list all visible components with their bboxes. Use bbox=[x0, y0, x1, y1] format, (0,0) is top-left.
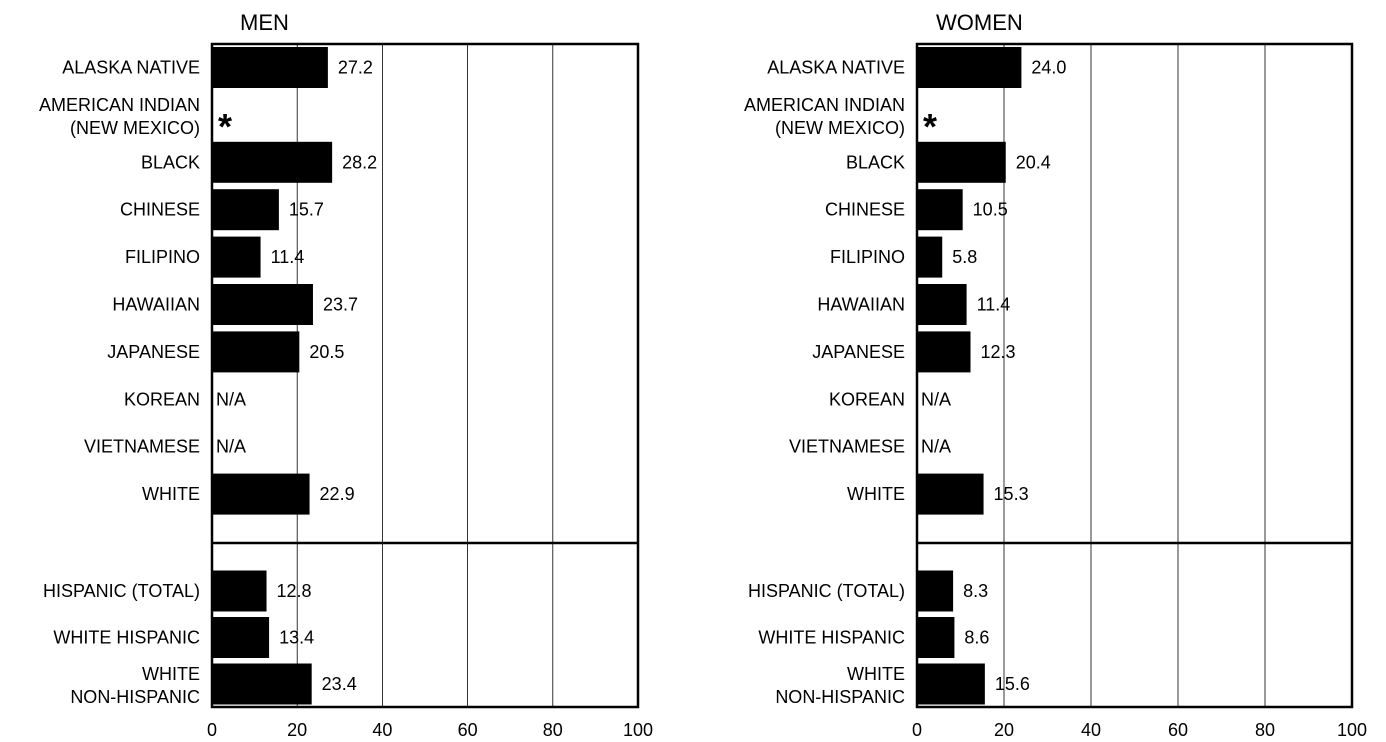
men-category-label: BLACK bbox=[141, 152, 200, 172]
men-bar bbox=[212, 617, 270, 658]
women-category-label: ALASKA NATIVE bbox=[767, 58, 905, 78]
women-bar bbox=[917, 47, 1022, 88]
men-bar bbox=[212, 663, 312, 705]
men-x-tick-label: 100 bbox=[623, 720, 653, 740]
women-category-label: VIETNAMESE bbox=[789, 437, 905, 457]
women-category-label: HISPANIC (TOTAL) bbox=[748, 581, 905, 601]
women-na-label: N/A bbox=[921, 389, 951, 409]
men-bar-value-label: 27.2 bbox=[338, 58, 373, 78]
men-category-label: CHINESE bbox=[120, 200, 200, 220]
women-category-label: (NEW MEXICO) bbox=[775, 118, 905, 138]
women-category-label: WHITE HISPANIC bbox=[758, 628, 905, 648]
women-bar-value-label: 20.4 bbox=[1016, 152, 1051, 172]
women-bar bbox=[917, 284, 967, 325]
women-category-label: BLACK bbox=[846, 152, 905, 172]
women-bar bbox=[917, 570, 954, 612]
women-bar bbox=[917, 331, 971, 373]
men-bar-value-label: 11.4 bbox=[271, 247, 305, 267]
men-plot-frame bbox=[210, 42, 640, 709]
men-bar-value-label: 23.7 bbox=[323, 295, 358, 315]
women-category-label: FILIPINO bbox=[830, 247, 905, 267]
women-bar-value-label: 15.6 bbox=[995, 674, 1030, 694]
men-bar-value-label: 12.8 bbox=[277, 581, 312, 601]
men-category-label: FILIPINO bbox=[125, 247, 200, 267]
men-x-tick-label: 40 bbox=[372, 720, 392, 740]
men-panel-title: MEN bbox=[240, 10, 289, 35]
women-bar-value-label: 12.3 bbox=[981, 342, 1016, 362]
men-category-label: WHITE bbox=[142, 664, 200, 684]
men-category-label: HAWAIIAN bbox=[112, 295, 200, 315]
men-bar-value-label: 22.9 bbox=[320, 484, 355, 504]
women-x-tick-label: 20 bbox=[994, 720, 1014, 740]
men-category-label: ALASKA NATIVE bbox=[62, 58, 200, 78]
women-asterisk-marker: * bbox=[923, 106, 937, 147]
men-bar bbox=[212, 284, 313, 325]
men-asterisk-marker: * bbox=[218, 106, 232, 147]
women-bar-value-label: 8.6 bbox=[964, 628, 989, 648]
women-bar bbox=[917, 473, 984, 515]
women-x-tick-label: 100 bbox=[1337, 720, 1367, 740]
men-x-tick-label: 80 bbox=[543, 720, 563, 740]
men-bar bbox=[212, 473, 310, 515]
women-x-tick-label: 0 bbox=[912, 720, 922, 740]
men-x-tick-label: 20 bbox=[287, 720, 307, 740]
women-bar-value-label: 11.4 bbox=[977, 295, 1011, 315]
men-bar bbox=[212, 189, 279, 231]
men-bar bbox=[212, 236, 261, 278]
men-x-tick-label: 60 bbox=[458, 720, 478, 740]
men-category-label: WHITE HISPANIC bbox=[53, 628, 200, 648]
men-na-label: N/A bbox=[216, 437, 246, 457]
women-bar-value-label: 8.3 bbox=[963, 581, 988, 601]
women-bar-value-label: 10.5 bbox=[973, 200, 1008, 220]
men-category-label: KOREAN bbox=[124, 389, 200, 409]
women-x-tick-label: 60 bbox=[1168, 720, 1188, 740]
men-bar-value-label: 13.4 bbox=[279, 628, 314, 648]
women-na-label: N/A bbox=[921, 437, 951, 457]
women-bar bbox=[917, 189, 963, 231]
women-category-label: CHINESE bbox=[825, 200, 905, 220]
men-category-label: JAPANESE bbox=[107, 342, 200, 362]
men-na-label: N/A bbox=[216, 389, 246, 409]
women-x-tick-label: 40 bbox=[1081, 720, 1101, 740]
women-bar bbox=[917, 663, 985, 705]
men-x-tick-label: 0 bbox=[207, 720, 217, 740]
women-bar bbox=[917, 141, 1006, 183]
men-bar-value-label: 23.4 bbox=[322, 674, 357, 694]
women-category-label: WHITE bbox=[847, 664, 905, 684]
women-panel: WOMEN 0 20 40 60 80 100 ALASKA NATIVE 24.0 AMERIC… bbox=[744, 10, 1367, 740]
women-category-label: HAWAIIAN bbox=[817, 295, 905, 315]
women-panel-title: WOMEN bbox=[936, 10, 1023, 35]
men-bar bbox=[212, 570, 267, 612]
women-category-label: JAPANESE bbox=[812, 342, 905, 362]
women-bar bbox=[917, 617, 955, 658]
women-bar bbox=[917, 236, 943, 278]
men-category-label: (NEW MEXICO) bbox=[70, 118, 200, 138]
women-bar-value-label: 15.3 bbox=[994, 484, 1029, 504]
women-plot-frame bbox=[915, 42, 1354, 709]
men-panel: MEN 0 20 40 60 80 100 ALASKA NATIVE 27.2 AMERICAN… bbox=[39, 10, 653, 740]
men-bar bbox=[212, 47, 328, 88]
women-bar-value-label: 5.8 bbox=[952, 247, 977, 267]
women-category-label: NON-HISPANIC bbox=[775, 687, 905, 707]
men-bar-value-label: 15.7 bbox=[289, 200, 324, 220]
men-category-label: VIETNAMESE bbox=[84, 437, 200, 457]
women-category-label: AMERICAN INDIAN bbox=[744, 95, 905, 115]
men-category-label: NON-HISPANIC bbox=[70, 687, 200, 707]
men-category-label: AMERICAN INDIAN bbox=[39, 95, 200, 115]
men-category-label: HISPANIC (TOTAL) bbox=[43, 581, 200, 601]
men-category-label: WHITE bbox=[142, 484, 200, 504]
men-bar-value-label: 28.2 bbox=[342, 152, 377, 172]
women-category-label: WHITE bbox=[847, 484, 905, 504]
men-bar-value-label: 20.5 bbox=[309, 342, 344, 362]
women-bar-value-label: 24.0 bbox=[1031, 58, 1066, 78]
women-category-label: KOREAN bbox=[829, 389, 905, 409]
men-bar bbox=[212, 141, 333, 183]
women-x-tick-label: 80 bbox=[1255, 720, 1275, 740]
men-bar bbox=[212, 331, 300, 373]
